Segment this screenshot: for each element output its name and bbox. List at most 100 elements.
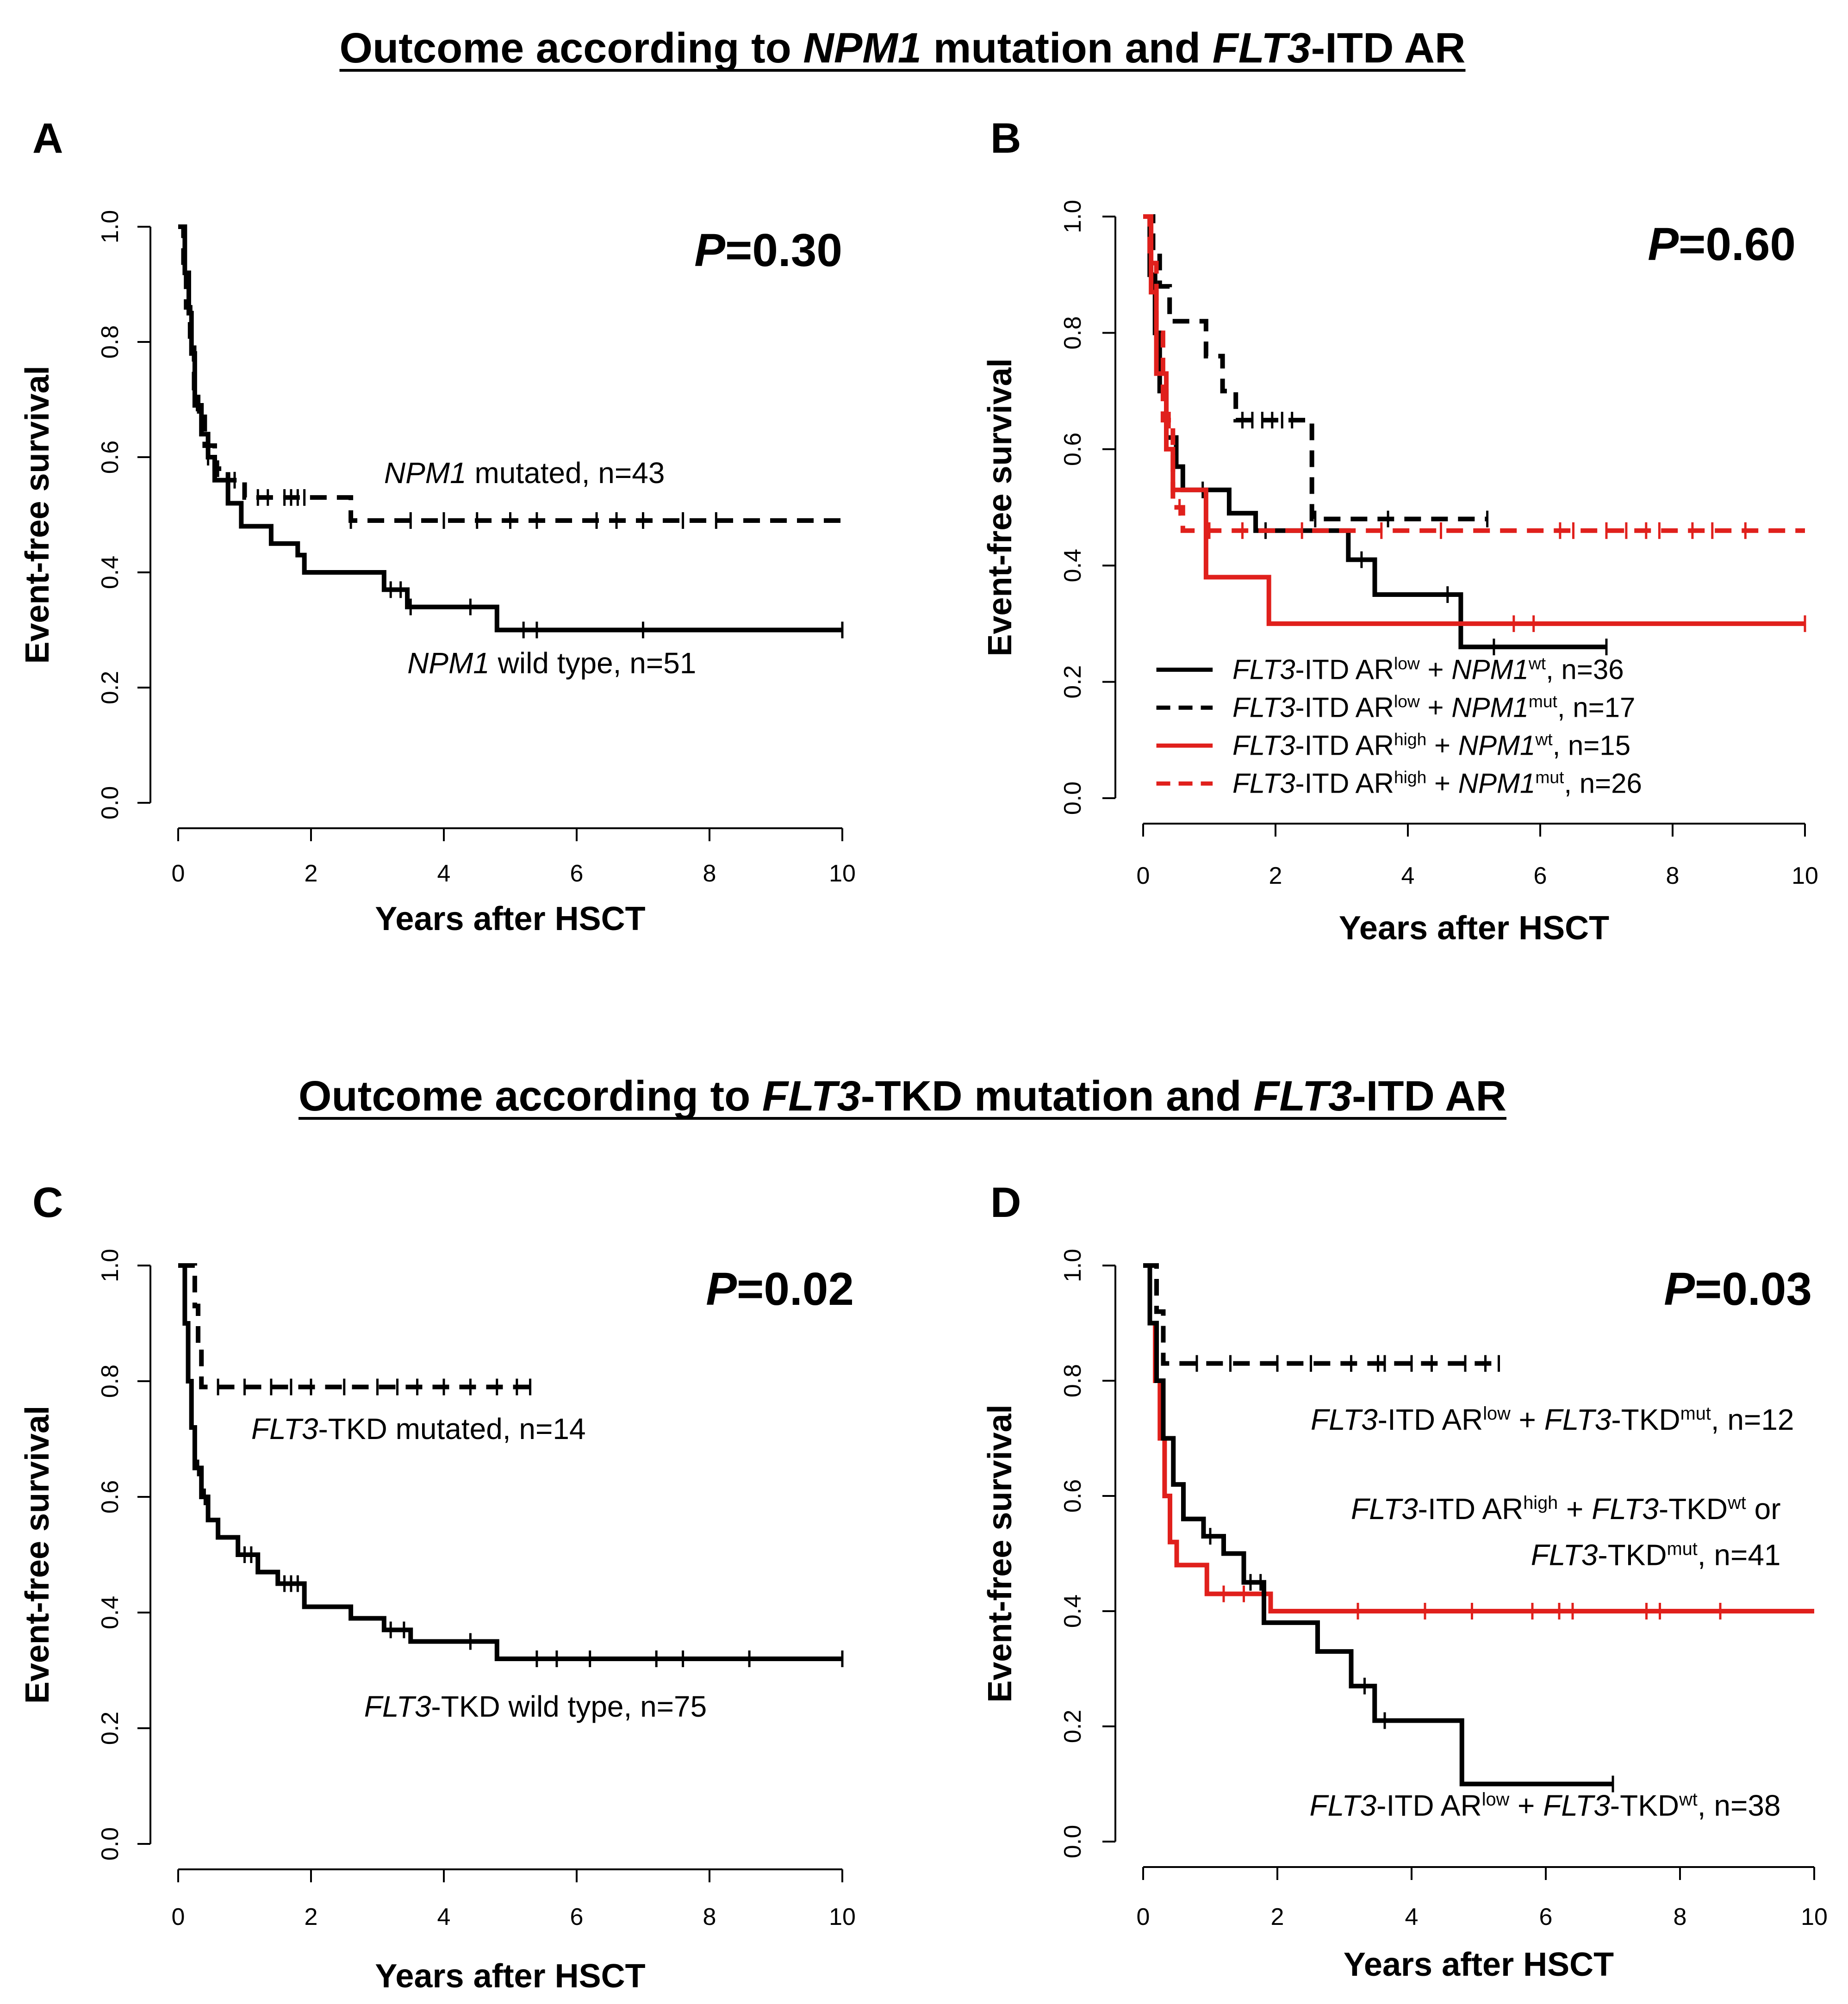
y-tick-label: 0.2 [97,1712,124,1745]
y-tick-label: 0.2 [1059,1710,1086,1743]
legend-label: FLT3-ITD ARhigh + NPM1wt, n=15 [1232,729,1630,761]
x-tick-label: 8 [1666,862,1680,889]
x-tick-label: 6 [1534,862,1547,889]
x-tick-label: 8 [703,860,716,887]
panel-D: D 0 2 4 6 8 10 Years after HSCT 0.0 0.2 0.4 0.6 0.8 1… [982,1179,1828,1983]
y-tick-label: 0.2 [1059,665,1086,698]
survival-curve [1143,1263,1613,1787]
p-value: P=0.02 [706,1263,854,1315]
series-2 [1143,214,1489,527]
legend-label: FLT3-ITD ARlow + NPM1mut, n=17 [1232,691,1635,723]
y-tick-label: 0.8 [1059,1364,1086,1397]
x-tick-label: 4 [1401,862,1415,889]
y-tick-label: 0.0 [97,786,124,819]
series-1 [1143,1263,1500,1372]
panel-C: C 0 2 4 6 8 10 Years after HSCT 0.0 0.2 0.4 0.6 0.8 1… [19,1179,856,1995]
x-tick-label: 0 [1137,1904,1150,1930]
x-tick-label: 10 [1792,862,1818,889]
x-tick-label: 2 [1271,1904,1284,1930]
y-tick-label: 1.0 [97,210,124,243]
x-tick-label: 4 [437,1904,451,1930]
legend-item: FLT3-ITD ARlow + NPM1wt, n=36 [1156,653,1624,685]
curve-annotation: FLT3-TKD mutated, n=14 [251,1412,586,1446]
y-tick-label: 1.0 [1059,1249,1086,1282]
x-tick-label: 6 [570,1904,584,1930]
y-tick-label: 0.4 [97,1596,124,1629]
y-tick-label: 0.8 [97,1365,124,1398]
series-2 [178,1263,844,1667]
y-axis-title: Event-free survival [982,358,1019,656]
x-tick-label: 4 [437,860,451,887]
legend-label: FLT3-ITD ARhigh + NPM1mut, n=26 [1232,767,1642,799]
survival-curve [1143,214,1805,533]
survival-curve [1143,1263,1499,1366]
y-axis-title: Event-free survival [19,1406,56,1704]
y-tick-label: 0.0 [97,1827,124,1861]
y-tick-label: 0.4 [97,556,124,589]
x-tick-label: 0 [172,860,185,887]
x-tick-label: 6 [570,860,584,887]
panel-letter: A [32,115,63,162]
survival-curve [178,224,842,633]
panel-letter: C [32,1179,63,1226]
series-3 [1143,214,1806,632]
curve-annotation: FLT3-TKD wild type, n=75 [364,1690,707,1723]
y-tick-label: 0.6 [97,441,124,474]
series-2 [178,224,844,639]
x-tick-label: 10 [1801,1904,1828,1930]
y-axis-title: Event-free survival [19,366,56,664]
x-tick-label: 8 [1674,1904,1687,1930]
survival-curve [178,1263,530,1390]
y-tick-label: 0.6 [97,1480,124,1514]
x-tick-label: 2 [305,860,318,887]
section-title-1: Outcome according to NPM1 mutation and F… [340,25,1466,72]
series-3 [1143,1263,1614,1793]
y-tick-label: 0.0 [1059,1825,1086,1858]
x-tick-label: 8 [703,1904,716,1930]
series-1 [178,1263,532,1396]
curve-annotation: FLT3-ITD ARlow + FLT3-TKDwt, n=38 [1310,1789,1781,1822]
x-tick-label: 0 [1137,862,1150,889]
survival-curve [178,1263,842,1661]
x-axis-title: Years after HSCT [375,900,645,937]
p-value: P=0.30 [694,224,842,276]
y-tick-label: 1.0 [97,1249,124,1282]
x-axis-title: Years after HSCT [1344,1946,1614,1983]
x-tick-label: 2 [305,1904,318,1930]
x-tick-label: 0 [172,1904,185,1930]
x-tick-label: 10 [829,860,856,887]
panel-B: B 0 2 4 6 8 10 Years after HSCT 0.0 0.2 0.4 0.6 0.8 1… [982,115,1818,947]
y-tick-label: 0.4 [1059,549,1086,582]
panel-letter: D [990,1179,1021,1226]
panel-letter: B [990,115,1021,162]
x-axis-title: Years after HSCT [375,1958,645,1995]
curve-annotation: FLT3-ITD ARhigh + FLT3-TKDwt or [1351,1492,1780,1526]
legend-item: FLT3-ITD ARhigh + NPM1mut, n=26 [1156,767,1642,799]
y-tick-label: 0.6 [1059,1479,1086,1513]
panel-A: A 0 2 4 6 8 10 Years after HSCT 0.0 0.2 0.4 0.6 0.8 1… [19,115,856,937]
y-tick-label: 0.4 [1059,1595,1086,1628]
curve-annotation: FLT3-ITD ARlow + FLT3-TKDmut, n=12 [1311,1403,1794,1436]
p-value: P=0.03 [1664,1263,1812,1315]
y-tick-label: 0.8 [97,325,124,359]
survival-curve [1143,214,1805,626]
x-tick-label: 6 [1539,1904,1553,1930]
y-tick-label: 0.2 [97,671,124,704]
series-1 [1143,214,1608,656]
x-tick-label: 10 [829,1904,856,1930]
y-tick-label: 1.0 [1059,200,1086,233]
survival-curve [1143,214,1487,521]
legend-item: FLT3-ITD ARhigh + NPM1wt, n=15 [1156,729,1630,761]
survival-curve [178,224,842,523]
survival-curve [1143,214,1606,650]
y-axis-title: Event-free survival [982,1404,1019,1702]
y-tick-label: 0.8 [1059,316,1086,349]
y-tick-label: 0.0 [1059,782,1086,815]
x-axis-title: Years after HSCT [1339,910,1609,947]
p-value: P=0.60 [1648,218,1796,270]
curve-annotation: NPM1 wild type, n=51 [407,646,696,680]
legend-label: FLT3-ITD ARlow + NPM1wt, n=36 [1232,653,1624,685]
curve-annotation: FLT3-TKDmut, n=41 [1531,1538,1781,1571]
series-4 [1143,214,1805,539]
